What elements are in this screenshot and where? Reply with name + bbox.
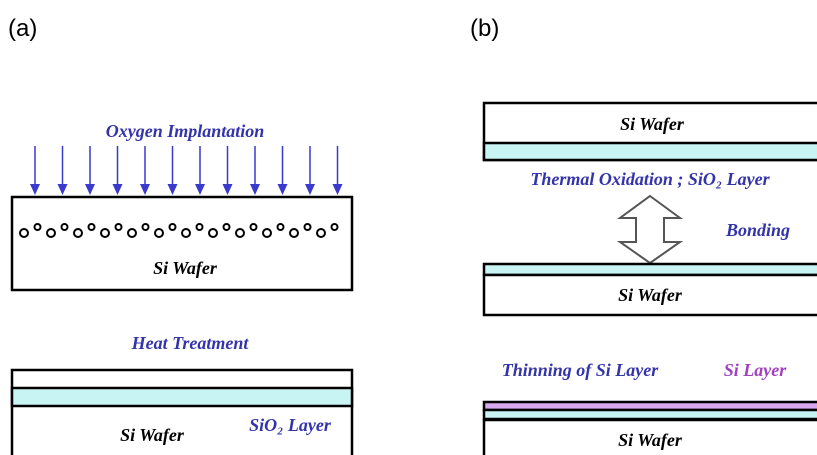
arrow-head [30,184,40,195]
ion [154,228,164,238]
wafer-label: Si Wafer [618,285,683,305]
panel-label: (b) [470,15,499,42]
ion [60,223,69,231]
ion [303,223,312,231]
wafer [10,195,354,292]
ion [141,223,150,231]
ion [208,228,218,238]
wafer [482,273,817,317]
ion [262,228,272,238]
arrow-head [112,184,123,195]
ion [127,228,137,238]
layer-label: Si Layer [724,360,787,380]
wafer [10,368,354,455]
step-label: Bonding [725,220,790,240]
wafer-label: Si Wafer [620,114,685,134]
ion [33,223,42,231]
ion [289,228,299,238]
oxygen-ions [19,223,339,238]
layer-label: SiO₂ Layer [249,415,332,435]
ion [73,228,83,238]
arrow-head [85,184,95,195]
ion [316,228,326,238]
ion [235,228,245,238]
oxide-layer [482,141,817,162]
ion [100,228,110,238]
ion [46,228,56,238]
arrow-head [305,184,315,195]
ion [87,223,96,231]
wafer [482,418,817,455]
ion [168,223,177,231]
arrow-head [195,184,205,195]
step-label: Oxygen Implantation [106,121,265,141]
arrow-head [332,184,343,195]
wafer-label: Si Wafer [120,425,185,445]
arrow-head [277,184,288,195]
oxide-layer [482,408,817,421]
arrow-head [140,184,150,195]
panel-label: (a) [8,15,37,42]
implant-arrows [30,146,343,195]
ion [330,223,339,231]
oxide-layer [482,262,817,277]
arrow-head [250,184,260,195]
step-label: Thermal Oxidation ; SiO₂ Layer [530,169,770,189]
wafer-label: Si Wafer [618,430,683,450]
ion [114,223,123,231]
step-label: Thinning of Si Layer [502,360,660,380]
ion [181,228,191,238]
step-label: Heat Treatment [131,333,250,353]
wafer-label: Si Wafer [153,258,218,278]
bonding-arrow [616,194,684,265]
arrow-head [57,184,68,195]
arrow-head [222,184,233,195]
arrow-head [167,184,178,195]
oxide-layer [10,386,354,408]
ion [276,223,285,231]
ion [249,223,258,231]
ion [222,223,231,231]
ion [19,228,29,238]
ion [195,223,204,231]
